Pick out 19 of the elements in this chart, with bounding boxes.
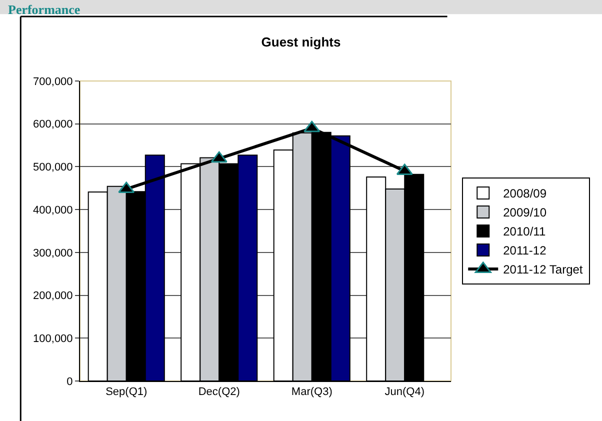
x-tick-label: Mar(Q3) (291, 386, 332, 398)
y-tick-label: 300,000 (33, 247, 73, 260)
chart-title: Guest nights (261, 34, 341, 50)
y-tick-label: 200,000 (33, 290, 73, 302)
y-tick-label: 100,000 (33, 332, 73, 345)
y-tick-label: 0 (66, 376, 73, 388)
legend-label: 2009/10 (503, 206, 547, 220)
legend-label: 2011-12 Target (503, 262, 584, 277)
x-tick-label: Sep(Q1) (106, 386, 148, 398)
text: Performance (8, 2, 80, 17)
x-tick-label: Dec(Q2) (198, 386, 240, 398)
legend-label: 2010/11 (503, 224, 546, 239)
x-tick-label: Jun(Q4) (384, 386, 425, 398)
y-tick-label: 600,000 (33, 118, 73, 131)
y-tick-label: 400,000 (33, 204, 73, 216)
legend-label: 2011-12 (503, 244, 547, 258)
y-tick-label: 500,000 (33, 162, 73, 174)
legend-label: 2008/09 (503, 186, 547, 201)
y-tick-label: 700,000 (33, 76, 73, 88)
